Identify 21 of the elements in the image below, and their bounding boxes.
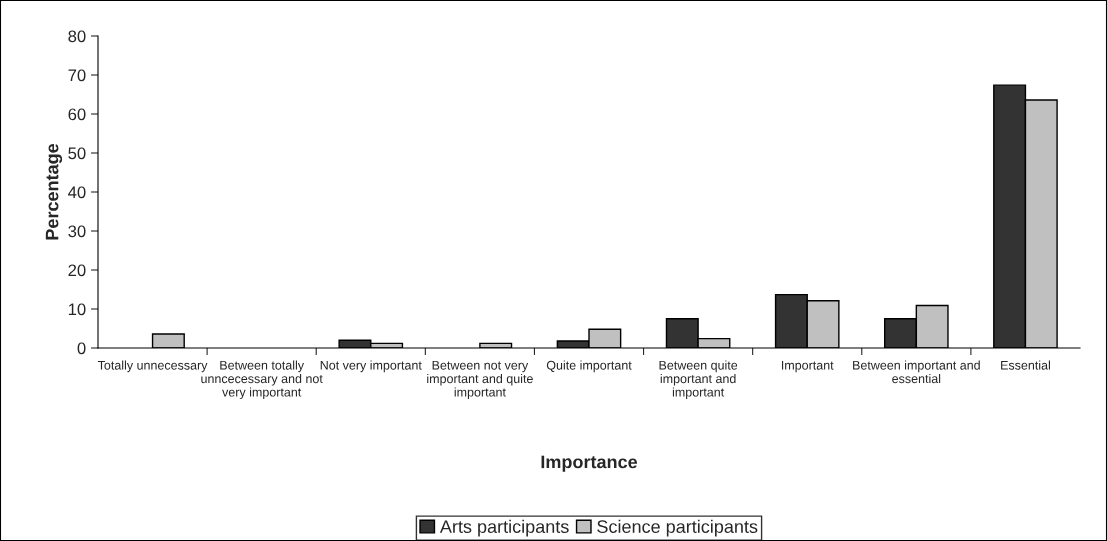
legend-label: Science participants: [597, 519, 758, 537]
y-tick-label: 70: [68, 69, 86, 82]
y-tick-label: 10: [68, 303, 86, 316]
x-tick-label: Essential: [1001, 360, 1050, 370]
x-tick-label: Not very important: [320, 360, 422, 373]
y-tick-label: 30: [68, 225, 86, 238]
y-tick-label: 0: [77, 342, 86, 355]
x-axis-title: Importance: [541, 455, 638, 472]
y-tick-label: 50: [68, 147, 86, 160]
x-tick-label: Between quite important and important: [659, 360, 738, 400]
x-tick-label: Important: [781, 360, 834, 373]
y-tick-label: 40: [68, 186, 86, 199]
legend-label: Arts participants: [439, 519, 569, 537]
x-tick-label: Quite important: [546, 360, 632, 373]
x-tick-label: Between important and essential: [853, 360, 980, 384]
y-tick-label: 20: [68, 264, 86, 277]
x-tick-label: Between not very important and quite important: [427, 360, 533, 400]
y-axis-title: Percentage: [45, 143, 63, 240]
y-tick-label: 60: [68, 108, 86, 121]
y-tick-label: 80: [68, 30, 86, 43]
x-tick-label: Totally unnecessary: [97, 360, 208, 373]
